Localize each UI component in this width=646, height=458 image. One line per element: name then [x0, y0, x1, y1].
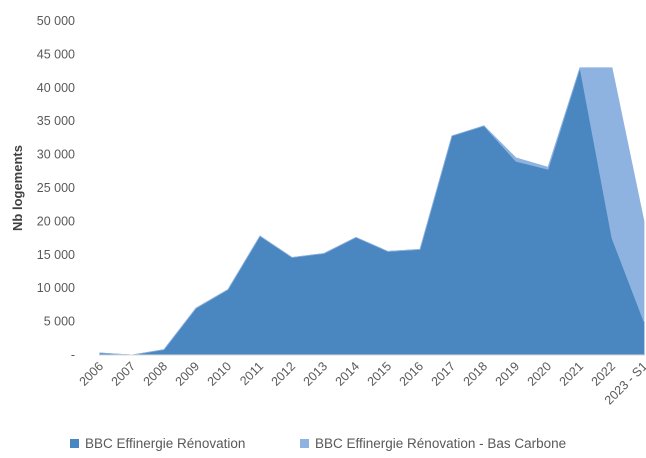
legend-item-renovation: BBC Effinergie Rénovation — [70, 436, 245, 451]
y-tick-label: 30 000 — [37, 148, 75, 162]
x-tick-label: 2021 — [557, 359, 587, 389]
y-tick-label: 25 000 — [37, 181, 75, 195]
y-tick-label: 45 000 — [37, 47, 75, 61]
y-tick-label: 40 000 — [37, 81, 75, 95]
y-tick-label: 50 000 — [37, 14, 75, 28]
x-tick-label: 2014 — [333, 359, 363, 389]
y-tick-label: 20 000 — [37, 214, 75, 228]
y-tick-label: 10 000 — [37, 281, 75, 295]
x-tick-label: 2008 — [141, 359, 171, 389]
x-axis-ticks: 2006 2007 2008 2009 2010 2011 2012 2013 2014 2015… — [77, 359, 646, 407]
y-tick-label: 35 000 — [37, 114, 75, 128]
x-tick-label: 2017 — [429, 359, 459, 389]
legend-swatch-bas-carbone — [300, 439, 309, 448]
x-tick-label: 2007 — [109, 359, 139, 389]
y-axis-ticks: - 5 000 10 000 15 000 20 000 25 000 30 000 35 0… — [37, 14, 75, 362]
area-series-0 — [99, 67, 645, 356]
x-tick-label: 2020 — [525, 359, 555, 389]
y-tick-label: 15 000 — [37, 248, 75, 262]
chart-areas — [99, 67, 645, 356]
legend-label-renovation: BBC Effinergie Rénovation — [85, 436, 246, 451]
chart-legend: BBC Effinergie Rénovation BBC Effinergie… — [40, 436, 640, 456]
x-tick-label: 2010 — [205, 359, 235, 389]
area-series-1 — [99, 67, 645, 356]
x-tick-label: 2006 — [77, 359, 107, 389]
x-tick-label: 2019 — [493, 359, 523, 389]
legend-swatch-renovation — [70, 439, 79, 448]
x-tick-label: 2011 — [237, 359, 266, 388]
x-tick-label: 2013 — [301, 359, 331, 389]
y-tick-label: 5 000 — [44, 315, 75, 329]
legend-item-bas-carbone: BBC Effinergie Rénovation - Bas Carbone — [300, 436, 566, 451]
x-tick-label: 2015 — [365, 359, 395, 389]
x-tick-label: 2016 — [397, 359, 427, 389]
y-tick-label: - — [71, 348, 75, 362]
x-tick-label: 2009 — [173, 359, 203, 389]
legend-label-bas-carbone: BBC Effinergie Rénovation - Bas Carbone — [315, 436, 567, 451]
x-tick-label: 2012 — [269, 359, 299, 389]
y-axis-title: Nb logements — [10, 145, 25, 231]
x-tick-label: 2018 — [461, 359, 491, 389]
